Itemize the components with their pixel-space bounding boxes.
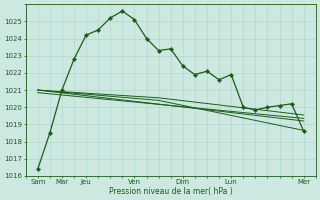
X-axis label: Pression niveau de la mer( hPa ): Pression niveau de la mer( hPa ) (109, 187, 233, 196)
